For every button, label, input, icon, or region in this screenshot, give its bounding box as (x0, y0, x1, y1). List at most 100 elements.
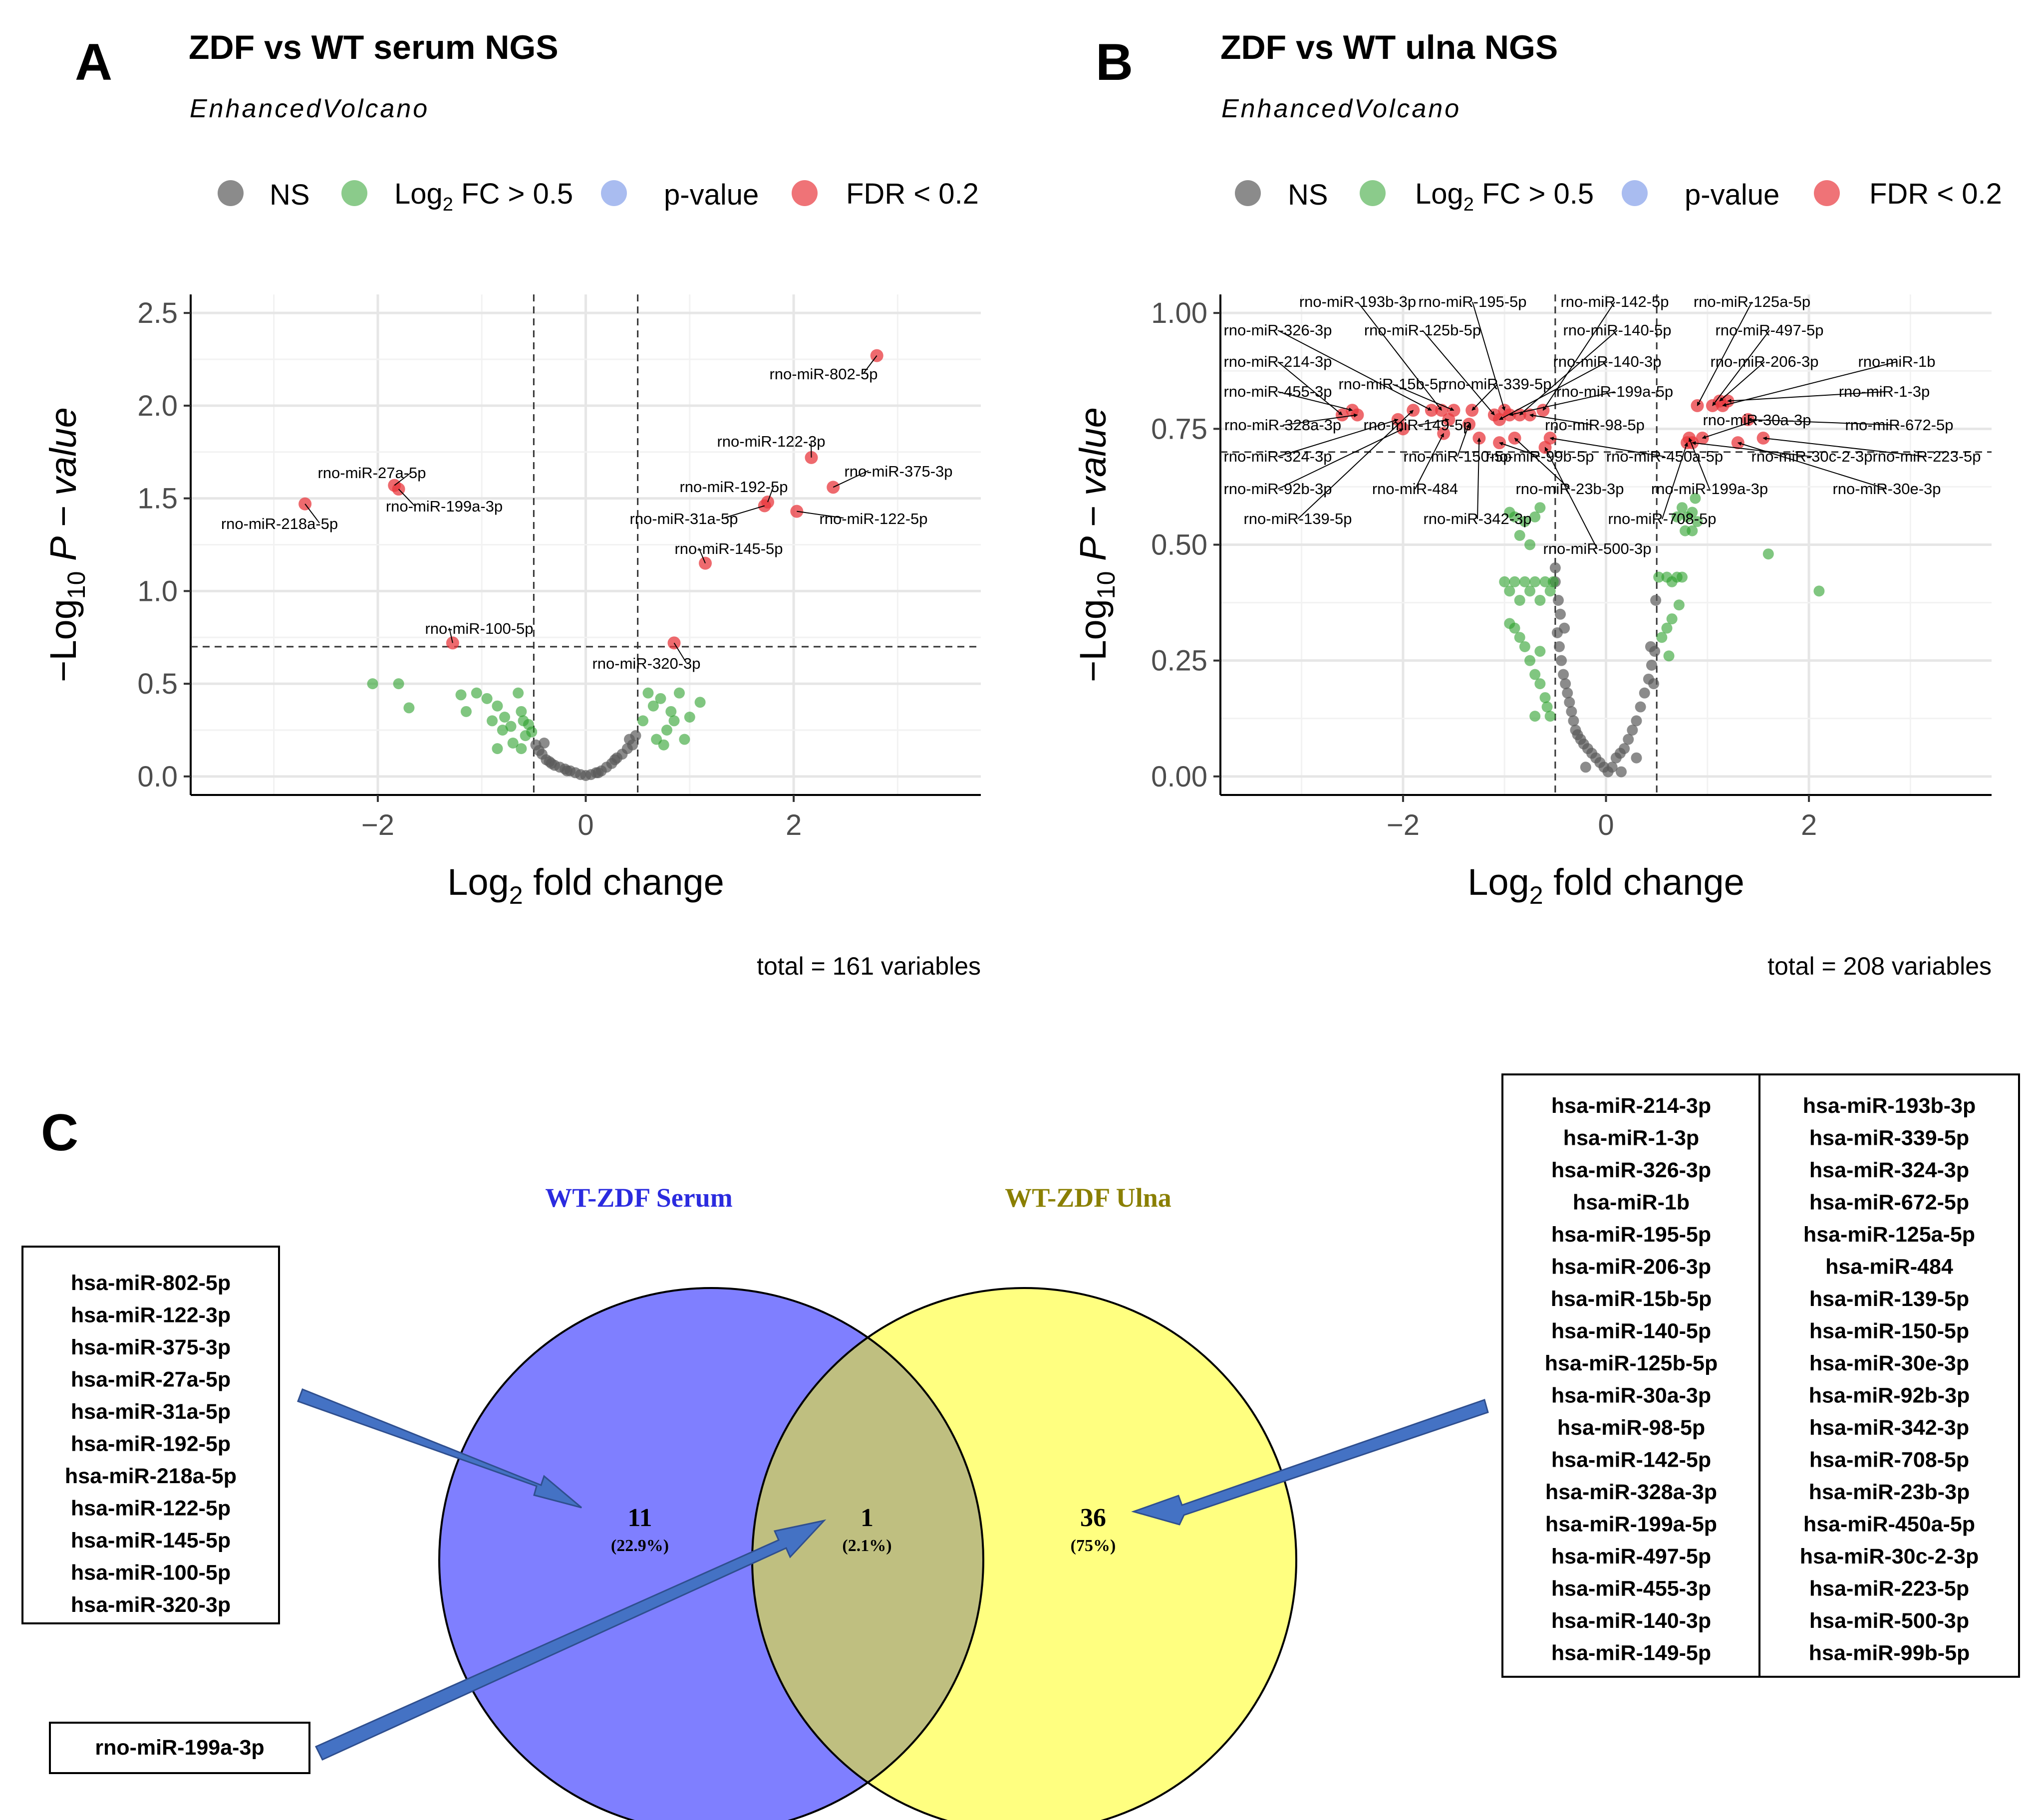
fc-point (1813, 585, 1825, 597)
fc-point (481, 693, 493, 704)
fc-point (684, 711, 695, 723)
y-tick-label: 1.0 (137, 575, 178, 607)
ulna-list-item: hsa-miR-497-5p (1551, 1545, 1711, 1568)
legend-pvalue-marker (601, 180, 627, 206)
point-label: rno-miR-199a-5p (1556, 383, 1673, 400)
ns-point (1558, 669, 1569, 680)
legend-fc-label: Log2 FC > 0.5 (1415, 178, 1594, 215)
serum-list-item: hsa-miR-375-3p (71, 1335, 231, 1359)
fc-point (1676, 571, 1688, 583)
label-leader (1357, 301, 1442, 411)
fc-point (1661, 622, 1673, 634)
ulna-list-item: hsa-miR-140-5p (1551, 1319, 1711, 1343)
ulna-list-item: hsa-miR-484 (1825, 1255, 1953, 1279)
serum-list-item: hsa-miR-100-5p (71, 1561, 231, 1585)
point-label: rno-miR-500-3p (1543, 540, 1651, 557)
fc-point (499, 711, 511, 723)
label-leader (304, 504, 320, 523)
x-tick-label: 0 (1598, 809, 1614, 841)
ns-point (1648, 678, 1660, 690)
point-label: rno-miR-484 (1372, 480, 1458, 498)
fc-point (455, 689, 467, 701)
fc-point (1519, 576, 1530, 587)
label-leader (698, 547, 706, 564)
ns-point (1580, 762, 1591, 773)
ulna-list-item: hsa-miR-1-3p (1563, 1126, 1699, 1150)
label-leader (1697, 301, 1752, 406)
serum-list-item: hsa-miR-31a-5p (71, 1400, 231, 1424)
fc-point (1514, 632, 1525, 643)
y-tick-label: 2.5 (137, 297, 178, 329)
ns-point (609, 754, 620, 766)
panel-a-title: ZDF vs WT serum NGS (189, 28, 559, 66)
point-label: rno-miR-326-3p (1223, 321, 1332, 339)
ns-point (1639, 687, 1650, 699)
serum-list-item: hsa-miR-218a-5p (65, 1464, 237, 1488)
x-tick-label: 2 (786, 809, 802, 841)
ns-point (1564, 697, 1575, 708)
legend-pvalue-label: p-value (664, 179, 759, 211)
fc-point (492, 743, 503, 755)
point-label: rno-miR-199a-3p (386, 498, 503, 515)
arrow-ulna (1131, 1399, 1489, 1526)
label-leader (723, 505, 765, 519)
ulna-list-item: hsa-miR-125a-5p (1803, 1223, 1975, 1247)
shared-mirna-box: rno-miR-199a-3p (49, 1722, 310, 1774)
fc-point (1653, 571, 1665, 583)
panel-a-subtitle: EnhancedVolcano (190, 94, 429, 123)
legend-fdr-marker (792, 180, 818, 206)
venn-left-title: WT-ZDF Serum (545, 1183, 733, 1213)
fc-point (526, 726, 538, 738)
panel-b-legend: NS Log2 FC > 0.5 p-value FDR < 0.2 (1235, 178, 2002, 215)
ns-point (1645, 641, 1656, 652)
ulna-list-item: hsa-miR-206-3p (1551, 1255, 1711, 1279)
ns-point (1559, 622, 1570, 634)
point-label: rno-miR-150-5p (1403, 448, 1511, 465)
label-leader (1542, 301, 1615, 411)
x-tick-label: 2 (1801, 809, 1817, 841)
fc-point (1509, 576, 1520, 587)
y-tick-label: 0.5 (137, 668, 178, 700)
fc-point (1524, 655, 1536, 666)
ns-point (539, 737, 550, 749)
label-leader (1277, 330, 1432, 411)
ns-point (1631, 715, 1642, 727)
fc-point (1676, 502, 1688, 514)
ulna-list-item: hsa-miR-30c-2-3p (1800, 1545, 1979, 1568)
panel-a-caption: total = 161 variables (757, 952, 981, 980)
point-label: rno-miR-140-3p (1553, 353, 1661, 370)
fc-point (1529, 711, 1541, 722)
point-label: rno-miR-100-5p (425, 620, 533, 637)
venn-overlap-region (752, 1288, 983, 1820)
y-tick-label: 0.0 (137, 761, 178, 793)
point-label: rno-miR-339-5p (1443, 375, 1551, 393)
point-label: rno-miR-199a-3p (1651, 480, 1768, 498)
fc-point (1690, 493, 1701, 504)
fc-point (1504, 585, 1515, 597)
point-label: rno-miR-802-5p (769, 365, 877, 383)
point-label: rno-miR-192-5p (679, 478, 788, 496)
fc-point (1656, 632, 1668, 643)
ulna-list-item: hsa-miR-15b-5p (1551, 1287, 1712, 1311)
ns-point (1615, 766, 1627, 778)
label-leader (1719, 361, 1765, 402)
fc-point (1509, 511, 1520, 522)
serum-list-item: hsa-miR-122-3p (71, 1303, 231, 1327)
y-tick-label: 0.75 (1151, 413, 1207, 445)
fc-point (1524, 585, 1536, 597)
label-leader (1417, 418, 1450, 426)
ulna-list-item: hsa-miR-149-5p (1551, 1641, 1711, 1665)
point-label: rno-miR-223-5p (1872, 448, 1981, 465)
x-axis-title: Log2 fold change (447, 861, 724, 909)
legend-fc-marker (1360, 180, 1386, 206)
ulna-list-item: hsa-miR-125b-5p (1545, 1351, 1718, 1375)
volcano-plot-serum: −2 0 2 0.0 0.5 1.0 1.5 2.0 2.5 rno-miR-802-5p rno-… (42, 294, 981, 909)
point-label: rno-miR-31a-5p (629, 510, 738, 527)
fc-point (655, 693, 666, 704)
point-label: rno-miR-214-3p (1223, 353, 1332, 370)
point-label: rno-miR-195-5p (1418, 293, 1526, 310)
point-label: rno-miR-324-3p (1223, 448, 1332, 465)
y-tick-label: 1.5 (137, 483, 178, 515)
legend-ns-label: NS (270, 179, 310, 211)
